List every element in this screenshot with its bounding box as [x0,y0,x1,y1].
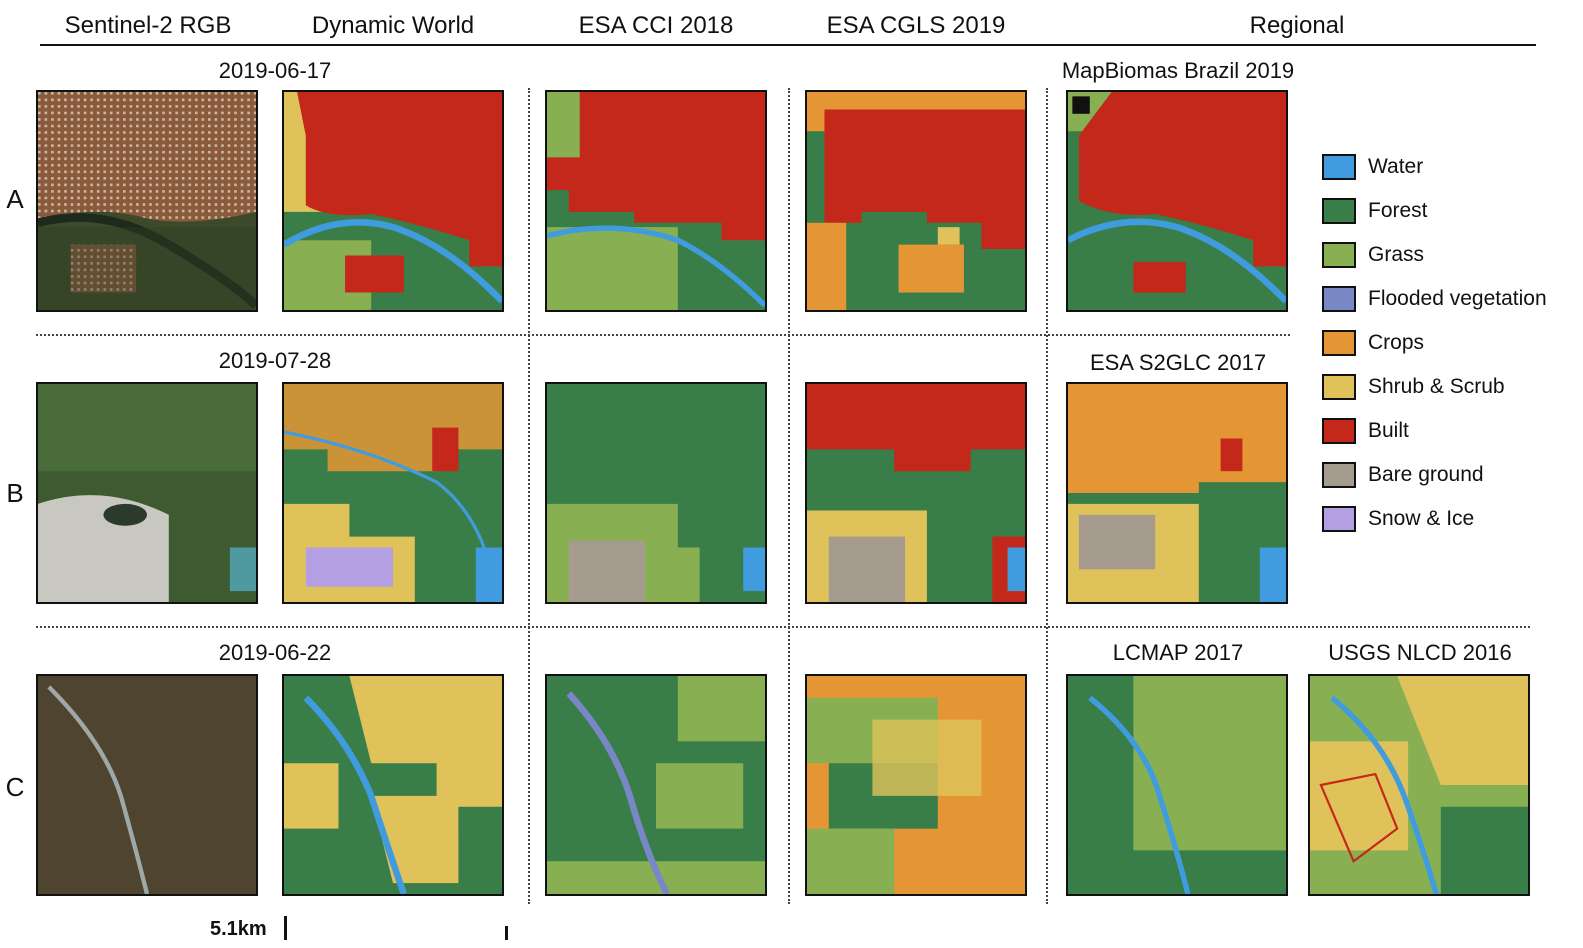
swatch-flooded-vegetation [1322,286,1356,312]
scale-bar-tick-right [505,926,508,940]
swatch-shrub-scrub [1322,374,1356,400]
separator-v1 [528,88,530,904]
row-a-esa-cci-map [545,90,767,312]
legend-label-built: Built [1368,419,1409,442]
row-c-lcmap-map [1066,674,1288,896]
legend-label-flooded-vegetation: Flooded vegetation [1368,287,1547,310]
header-esa-cci: ESA CCI 2018 [578,12,734,39]
header-rule [40,44,1536,46]
separator-h2 [36,626,1530,628]
swatch-built [1322,418,1356,444]
swatch-forest [1322,198,1356,224]
regional-b-title: ESA S2GLC 2017 [1089,350,1267,375]
row-b-sentinel-image [36,382,258,604]
row-a-sentinel-image [36,90,258,312]
legend-label-grass: Grass [1368,243,1425,266]
regional-c1-title: LCMAP 2017 [1112,640,1244,665]
regional-c2-title: USGS NLCD 2016 [1328,640,1512,665]
row-c-esa-cgls-map [805,674,1027,896]
separator-v3 [1046,88,1048,904]
swatch-snow-ice [1322,506,1356,532]
row-a-date: 2019-06-17 [218,58,332,83]
row-a-dynamic-world-map [282,90,504,312]
row-b-dynamic-world-map [282,382,504,604]
legend-label-water: Water [1368,155,1424,178]
scale-bar-tick-left [284,916,287,940]
header-regional: Regional [1249,12,1345,39]
row-b-date: 2019-07-28 [218,348,332,373]
row-label-a: A [6,184,24,214]
scale-bar-label: 5.1km [210,918,267,940]
swatch-water [1322,154,1356,180]
swatch-bare-ground [1322,462,1356,488]
row-a-esa-cgls-map [805,90,1027,312]
legend-label-shrub-scrub: Shrub & Scrub [1368,375,1505,398]
row-b-esa-cci-map [545,382,767,604]
row-b-esa-cgls-map [805,382,1027,604]
swatch-crops [1322,330,1356,356]
row-c-sentinel-image [36,674,258,896]
row-c-esa-cci-map [545,674,767,896]
header-dynamic-world: Dynamic World [311,12,475,39]
row-c-nlcd-map [1308,674,1530,896]
row-label-c: C [5,772,25,802]
row-b-s2glc-map [1066,382,1288,604]
header-sentinel-2-rgb: Sentinel-2 RGB [64,12,232,39]
legend-label-crops: Crops [1368,331,1425,354]
header-esa-cgls: ESA CGLS 2019 [826,12,1006,39]
row-label-b: B [6,478,24,508]
regional-a-title: MapBiomas Brazil 2019 [1061,58,1295,83]
row-c-dynamic-world-map [282,674,504,896]
legend-label-snow-ice: Snow & Ice [1368,507,1475,530]
legend-label-bare-ground: Bare ground [1368,463,1484,486]
row-c-date: 2019-06-22 [218,640,332,665]
separator-h1 [36,334,1290,336]
legend-label-forest: Forest [1368,199,1428,222]
separator-v2 [788,88,790,904]
swatch-grass [1322,242,1356,268]
row-a-mapbiomas-map [1066,90,1288,312]
